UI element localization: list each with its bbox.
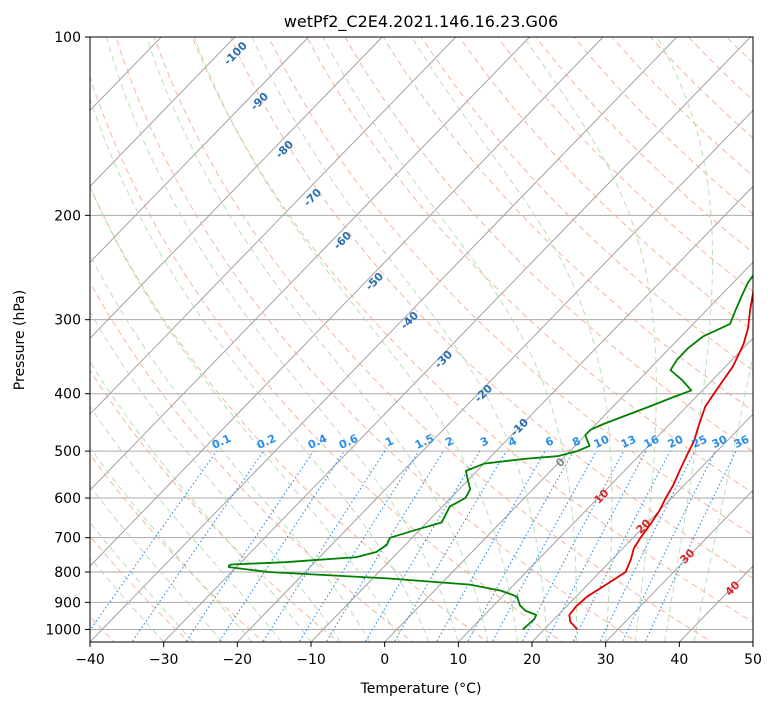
mixing-ratio-line	[521, 450, 625, 642]
moist-adiabat-line	[411, 37, 613, 642]
x-tick-label: −20	[223, 652, 253, 668]
isotherm-line	[236, 109, 753, 642]
y-tick-label: 300	[54, 313, 81, 329]
moist-adiabat-line	[523, 37, 657, 642]
x-tick-label: −40	[75, 652, 105, 668]
y-axis-label: Pressure (hPa)	[12, 290, 28, 390]
moist-adiabat-line	[90, 97, 430, 642]
mixing-ratio-line	[262, 450, 386, 642]
x-tick-label: 10	[449, 652, 467, 668]
moist-adiabat-line	[693, 352, 753, 642]
isotherm-line	[90, 37, 236, 187]
dry-adiabat-line	[90, 369, 339, 642]
mixing-ratio-line	[393, 450, 507, 642]
sounding-series	[227, 274, 753, 631]
mixing-ratio-line	[572, 450, 671, 642]
dry-adiabat-line	[344, 37, 753, 453]
moist-adiabat-line	[105, 37, 459, 642]
y-tick-label: 1000	[45, 622, 81, 638]
mixing-ratio-line	[298, 450, 420, 642]
dry-adiabat-line	[306, 37, 753, 494]
mixing-ratio-line	[644, 450, 737, 642]
dry-adiabat-lines	[90, 37, 753, 642]
isotherm-line	[90, 37, 457, 415]
moist-adiabat-lines	[90, 37, 753, 642]
dry-adiabat-line	[191, 37, 753, 623]
x-tick-label: 20	[523, 652, 541, 668]
moist-adiabat-line	[90, 405, 282, 642]
mixing-ratio-label: 20	[666, 433, 686, 451]
plot-frame	[89, 36, 754, 643]
isotherm-line	[90, 37, 604, 567]
moist-adiabat-line	[90, 521, 194, 642]
mixing-ratio-label: 30	[710, 433, 730, 451]
x-axis-label: Temperature (°C)	[360, 681, 482, 697]
mixing-ratio-line	[491, 450, 597, 642]
moist-adiabat-line	[251, 37, 548, 642]
dry-adiabat-line	[90, 75, 564, 642]
y-tick-label: 200	[54, 208, 81, 224]
dry-adiabat-line	[496, 37, 753, 293]
isotherm-line	[531, 413, 753, 642]
isotherm-line	[90, 37, 678, 642]
mixing-ratio-label: 10	[592, 433, 612, 451]
chart-title: wetPf2_C2E4.2021.146.16.23.G06	[284, 12, 558, 32]
isotherm-line	[163, 37, 752, 642]
dry-adiabat-line	[90, 185, 489, 642]
moist-adiabat-line	[193, 37, 518, 642]
y-tick-label: 800	[54, 565, 81, 581]
moist-adiabat-line	[656, 37, 714, 642]
isotherm-line	[90, 37, 310, 263]
dry-adiabat-line	[90, 453, 265, 642]
mixing-ratio-line	[545, 450, 647, 642]
isotherm-lines	[90, 37, 753, 642]
y-tick-label: 600	[54, 491, 81, 507]
x-tick-label: −30	[149, 652, 179, 668]
isotherm-line	[457, 337, 753, 642]
x-tick-label: −10	[296, 652, 326, 668]
moist-adiabat-line	[90, 360, 312, 642]
y-tick-label: 500	[54, 444, 81, 460]
mixing-ratio-label: 25	[690, 433, 709, 451]
temperature-line	[568, 290, 753, 631]
mixing-ratio-line	[325, 450, 444, 642]
dewpoint-line	[227, 274, 753, 631]
y-tick-label: 100	[54, 30, 81, 46]
y-tick-label: 900	[54, 595, 81, 611]
dry-adiabat-line	[153, 37, 713, 642]
moist-adiabat-line	[90, 556, 165, 642]
isotherm-line	[605, 489, 753, 642]
mixing-ratio-line	[90, 450, 218, 632]
isobar-lines	[90, 37, 753, 630]
dry-adiabat-line	[115, 37, 638, 642]
moist-adiabat-line	[90, 185, 400, 642]
axis-ticks: −40 −30 −20 −10 0 10 20 30 40 50 100 200 300 400 500 60…	[45, 30, 762, 668]
dry-adiabat-line	[229, 37, 753, 579]
moist-adiabat-line	[90, 446, 253, 642]
mixing-ratio-line	[131, 450, 265, 642]
mixing-ratio-line	[185, 450, 314, 642]
dry-adiabat-line	[90, 281, 414, 642]
isotherm-line	[90, 37, 531, 491]
dry-adiabat-line	[90, 535, 190, 642]
mixing-ratio-label: 36	[732, 433, 752, 451]
moist-adiabat-line	[322, 37, 577, 642]
dry-adiabat-line	[268, 37, 753, 536]
moist-adiabat-line	[90, 485, 223, 642]
moist-adiabat-line	[146, 37, 489, 642]
x-tick-label: 50	[744, 652, 762, 668]
x-tick-label: 30	[597, 652, 615, 668]
mixing-ratio-label: 16	[642, 433, 662, 451]
mixing-ratio-line	[218, 450, 345, 642]
mixing-ratio-lines	[90, 450, 737, 642]
x-tick-label: 40	[670, 652, 688, 668]
isotherm-line	[310, 185, 753, 642]
isotherm-line	[90, 37, 383, 339]
y-tick-label: 700	[54, 531, 81, 547]
mixing-ratio-label: 13	[619, 433, 638, 451]
x-tick-label: 0	[380, 652, 389, 668]
y-tick-label: 400	[54, 387, 81, 403]
isotherm-line	[384, 261, 753, 642]
